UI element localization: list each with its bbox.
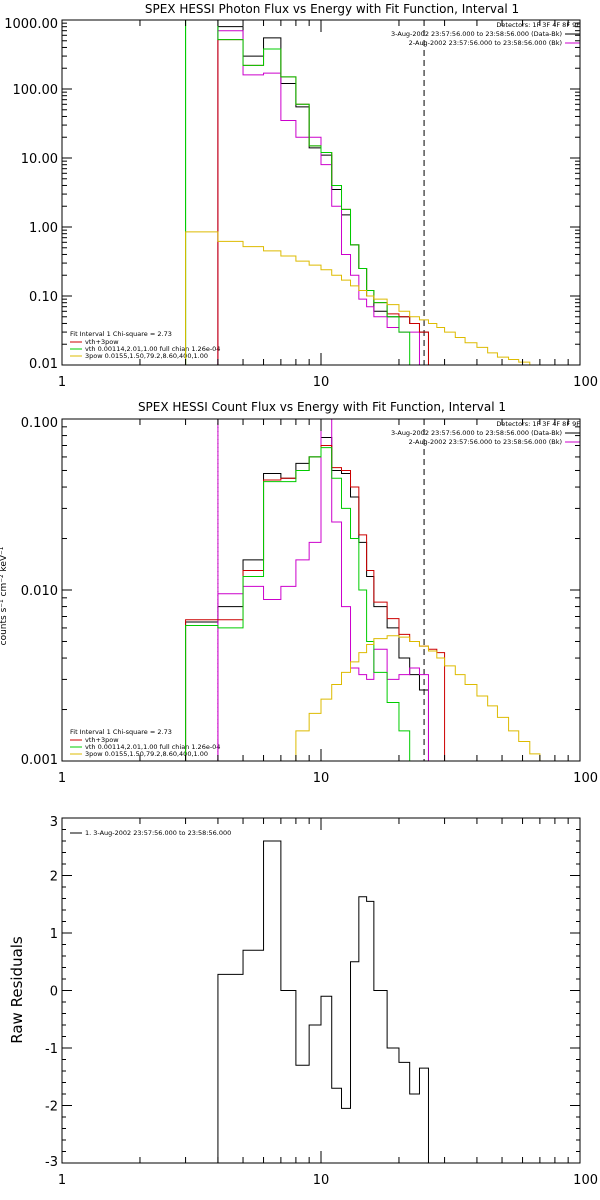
count-plot-area bbox=[185, 419, 556, 761]
residuals-ytick-label-5: -2 bbox=[45, 1100, 58, 1115]
count-interval-a-label: 3-Aug-2002 23:57:56.000 to 23:58:56.000 … bbox=[391, 429, 562, 437]
count-series-3 bbox=[185, 447, 420, 761]
residuals-xtick-label-2: 100 bbox=[573, 1173, 598, 1188]
residuals-panel: Raw Residuals 1. 3-Aug-2002 23:57:56.000… bbox=[8, 815, 598, 1188]
count-fit-label: Fit Interval 1 Chi-square = 2.73 bbox=[70, 728, 172, 736]
photon-fit-label: Fit Interval 1 Chi-square = 2.73 bbox=[70, 330, 172, 338]
count-flux-annotations: Detectors: 1F 3F 4F 8F 9F 3-Aug-2002 23:… bbox=[70, 420, 580, 758]
residuals-axes-frame bbox=[61, 817, 581, 1164]
count-detectors-label: Detectors: 1F 3F 4F 8F 9F bbox=[496, 420, 580, 428]
photon-series-4 bbox=[185, 231, 541, 365]
photon-ytick-label-1: 100.00 bbox=[13, 83, 59, 98]
residuals-xtick-label-0: 1 bbox=[58, 1173, 66, 1188]
residuals-ytick-label-0: 3 bbox=[50, 815, 58, 830]
photon-interval-a-label: 3-Aug-2002 23:57:56.000 to 23:58:56.000 … bbox=[391, 30, 562, 38]
count-flux-title: SPEX HESSI Count Flux vs Energy with Fit… bbox=[138, 400, 506, 414]
residuals-ylabel: Raw Residuals bbox=[8, 936, 26, 1044]
photon-flux-annotations: Detectors: 1F 3F 4F 8F 9F 3-Aug-2002 23:… bbox=[70, 21, 580, 360]
photon-flux-title: SPEX HESSI Photon Flux vs Energy with Fi… bbox=[145, 2, 519, 16]
count-interval-b-label: 2-Aug-2002 23:57:56.000 to 23:58:56.000 … bbox=[409, 438, 562, 446]
photon-ytick-label-4: 0.10 bbox=[29, 290, 58, 305]
count-flux-panel: SPEX HESSI Count Flux vs Energy with Fit… bbox=[0, 400, 598, 786]
photon-interval-b-label: 2-Aug-2002 23:57:56.000 to 23:58:56.000 … bbox=[409, 39, 562, 47]
residuals-ytick-label-6: -3 bbox=[45, 1155, 58, 1170]
count-xtick-label-1: 10 bbox=[313, 771, 330, 786]
photon-series-2 bbox=[217, 39, 429, 365]
photon-ytick-label-3: 1.00 bbox=[29, 221, 58, 236]
count-xtick-label-0: 1 bbox=[58, 771, 66, 786]
count-ytick-label-2: 0.001 bbox=[21, 753, 58, 768]
residuals-plot-area bbox=[217, 840, 429, 1163]
residuals-ytick-label-2: 1 bbox=[50, 927, 58, 942]
photon-ticks: 1000.00 100.00 10.00 1.00 0.10 0.011 10 100 bbox=[4, 17, 598, 390]
count-ytick-label-0: 0.100 bbox=[21, 416, 58, 431]
count-ticks: 0.100 0.010 0.0011 10 100 bbox=[21, 416, 598, 786]
count-ytick-label-1: 0.010 bbox=[21, 584, 58, 599]
photon-axes-frame bbox=[61, 19, 581, 366]
residuals-ytick-label-1: 2 bbox=[50, 870, 58, 885]
photon-ytick-label-2: 10.00 bbox=[21, 152, 58, 167]
count-series-1 bbox=[217, 419, 429, 761]
photon-xtick-label-0: 1 bbox=[58, 375, 66, 390]
photon-ytick-label-5: 0.01 bbox=[29, 357, 58, 372]
count-xtick-label-2: 100 bbox=[573, 771, 598, 786]
photon-legend-2: vth 0.00114,2.01,1.00 full chian 1.26e-0… bbox=[85, 345, 220, 353]
count-legend-2: vth 0.00114,2.01,1.00 full chian 1.26e-0… bbox=[85, 743, 220, 751]
photon-flux-panel: SPEX HESSI Photon Flux vs Energy with Fi… bbox=[4, 2, 598, 390]
photon-series-0 bbox=[217, 26, 429, 365]
residuals-ytick-label-4: -1 bbox=[45, 1042, 58, 1057]
count-legend-3: 3pow 0.0155,1.50,79.2,8.60,400,1.00 bbox=[85, 750, 208, 758]
photon-plot-area bbox=[185, 20, 541, 365]
photon-series-1 bbox=[217, 30, 429, 365]
count-ylabel-fragment: counts s⁻¹ cm⁻² keV⁻¹ bbox=[0, 546, 9, 645]
count-legend-1: vth+3pow bbox=[85, 736, 119, 744]
photon-detectors-label: Detectors: 1F 3F 4F 8F 9F bbox=[496, 21, 580, 29]
count-series-0 bbox=[185, 436, 429, 761]
photon-series-3 bbox=[185, 20, 420, 365]
count-series-4 bbox=[280, 635, 556, 761]
photon-xtick-label-2: 100 bbox=[573, 375, 598, 390]
residuals-annotations: 1. 3-Aug-2002 23:57:56.000 to 23:58:56.0… bbox=[70, 829, 231, 837]
photon-xtick-label-1: 10 bbox=[313, 375, 330, 390]
photon-legend-1: vth+3pow bbox=[85, 338, 119, 346]
residuals-series-0 bbox=[217, 840, 429, 1163]
photon-legend-3: 3pow 0.0155,1.50,79.2,8.60,400,1.00 bbox=[85, 352, 208, 360]
residuals-legend-1: 1. 3-Aug-2002 23:57:56.000 to 23:58:56.0… bbox=[85, 829, 231, 837]
residuals-xtick-label-1: 10 bbox=[313, 1173, 330, 1188]
photon-ytick-label-0: 1000.00 bbox=[4, 17, 58, 32]
residuals-ytick-label-3: 0 bbox=[50, 985, 58, 1000]
